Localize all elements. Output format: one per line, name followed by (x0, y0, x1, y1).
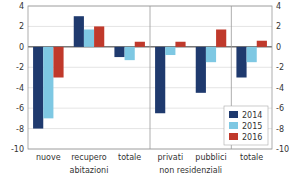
y2-tick-label: -2 (276, 63, 284, 72)
bar (155, 47, 165, 113)
bar (33, 47, 43, 129)
chart: -10 -8 -6 -4 -2 0 2 4 -10 -8 -6 -4 -2 0 2 4 nuove recuper… (0, 0, 300, 183)
legend: 2014 2015 2016 (224, 106, 268, 145)
y-tick-label: -4 (16, 84, 24, 93)
y-tick-label: -2 (16, 63, 24, 72)
y-tick-label: 4 (19, 2, 24, 11)
bar (257, 41, 267, 47)
x-tick-label: totale (118, 153, 141, 162)
annotation: non residenziali (159, 166, 222, 175)
frame (28, 6, 272, 149)
bar (114, 47, 124, 57)
bar (175, 42, 185, 47)
y2-tick-label: -8 (276, 125, 284, 134)
y-tick-label: -6 (16, 104, 24, 113)
x-tick-label: nuove (36, 153, 61, 162)
bar (236, 47, 246, 78)
legend-swatch (229, 111, 238, 118)
bar (94, 26, 104, 46)
y2-tick-label: -4 (276, 84, 284, 93)
legend-swatch (229, 133, 238, 140)
y2-tick-label: 0 (276, 43, 281, 52)
legend-label: 2016 (242, 133, 262, 142)
x-tick-label: privati (158, 153, 184, 162)
bar (53, 47, 63, 78)
legend-label: 2014 (242, 111, 262, 120)
x-tick-label: recupero (71, 153, 107, 162)
bar (196, 47, 206, 93)
y2-tick-label: -6 (276, 104, 284, 113)
y2-tick-label: 4 (276, 2, 281, 11)
bar (74, 16, 84, 47)
legend-frame (224, 106, 268, 145)
bar (125, 47, 135, 60)
bar (165, 47, 175, 55)
y-tick-label: -10 (11, 145, 24, 154)
y-tick-label: 2 (19, 22, 24, 31)
legend-label: 2015 (242, 122, 262, 131)
y2-tick-label: 2 (276, 22, 281, 31)
bar (84, 29, 94, 46)
separator (150, 6, 151, 149)
y2-tick-label: -10 (276, 145, 289, 154)
legend-swatch (229, 122, 238, 129)
y-tick-label: -8 (16, 125, 24, 134)
bar (216, 29, 226, 46)
bar (43, 47, 53, 119)
x-tick-label: pubblici (195, 153, 226, 162)
bar (206, 47, 216, 62)
bar (247, 47, 257, 62)
y-tick-label: 0 (19, 43, 24, 52)
bar (135, 42, 145, 47)
x-tick-label: totale (240, 153, 263, 162)
annotation: abitazioni (70, 166, 109, 175)
